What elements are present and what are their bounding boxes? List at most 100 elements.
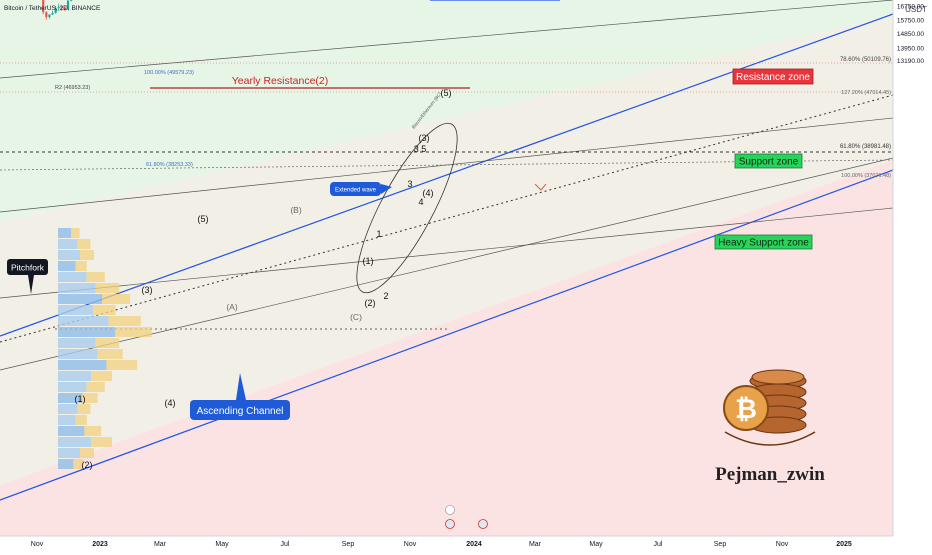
candle-body — [60, 6, 63, 8]
volume-profile-bar — [58, 349, 98, 359]
fib-top-label: 78.60% (50109.76) — [840, 57, 891, 63]
volume-profile-bar — [91, 371, 112, 381]
heavy-support-zone-label: Heavy Support zone — [718, 238, 809, 249]
wave-label-w2_left: (2) — [82, 460, 93, 470]
volume-profile-bar — [58, 272, 87, 282]
time-tick-label: Jul — [281, 541, 290, 548]
wave-label-wC: (C) — [350, 312, 362, 322]
volume-profile-bar — [75, 261, 87, 271]
lower-band — [0, 160, 893, 536]
middle-channel-band — [0, 15, 893, 485]
pitchfork-callout-box — [7, 259, 48, 275]
time-tick-label: Mar — [154, 541, 167, 548]
price-tick-label: 15750.00 — [897, 18, 924, 25]
wave-label-w3: (3) — [419, 133, 430, 143]
coin-stack-logo: ₿ — [723, 369, 816, 446]
candle-body — [66, 0, 70, 10]
volume-profile-bar — [86, 272, 105, 282]
pitchfork-mid-line — [0, 117, 894, 213]
upper-channel-band — [0, 0, 893, 222]
wave-label-w4_paren: (4) — [423, 188, 434, 198]
volume-profile-bar — [95, 283, 120, 293]
pitchfork-top-line — [0, 0, 894, 79]
pitchfork-low-line — [0, 207, 894, 299]
wave-label-w1_left: (1) — [75, 394, 86, 404]
price-tick-label: 13190.00 — [897, 58, 924, 65]
bitcoin-coin — [723, 385, 769, 431]
volume-profile-bar — [71, 228, 80, 238]
wave-label-w2: (2) — [365, 298, 376, 308]
volume-profile-bar — [58, 415, 76, 425]
logo-swoosh — [724, 431, 816, 446]
extended-wave-callout-pointer — [381, 184, 392, 194]
time-tick-label: Mar — [529, 541, 542, 548]
extended-wave-callout-label: Extended wave — [335, 188, 377, 194]
volume-profile-bar — [73, 459, 84, 469]
volume-profile-bar — [58, 283, 96, 293]
time-tick-label: Jul — [654, 541, 663, 548]
yearly-resistance-label: Yearly Resistance(2) — [232, 75, 329, 87]
candle-body — [57, 6, 60, 8]
volume-profile-bar — [58, 404, 78, 414]
volume-profile-bar — [58, 239, 78, 249]
extended-wave-callout-box — [330, 182, 381, 196]
time-tick-label: Sep — [714, 541, 727, 548]
wave-label-w1: (1) — [363, 256, 374, 266]
volume-profile-bar — [58, 371, 91, 381]
volume-profile-bar — [108, 316, 141, 326]
volume-profile-bar — [97, 349, 123, 359]
candle-body — [54, 7, 57, 14]
candle-body — [63, 7, 66, 10]
ascending-channel-callout-pointer — [236, 373, 246, 400]
time-tick-label: Nov — [31, 541, 44, 548]
volume-profile-bar — [58, 382, 87, 392]
wave-label-n1: 1 — [376, 229, 381, 239]
wave-label-w3_left: (3) — [142, 285, 153, 295]
ascending-channel-callout-label: Ascending Channel — [197, 406, 284, 417]
fib-r2-label: R2 (46953.23) — [55, 85, 90, 91]
wave-label-n2: 2 — [383, 291, 388, 301]
volume-profile-bar — [82, 393, 98, 403]
ascending-channel-callout-box — [190, 400, 290, 420]
candle-body — [45, 12, 48, 18]
wave-label-n35: 3 5 — [414, 144, 427, 154]
candle-body — [48, 14, 51, 18]
price-tick-label: 16750.00 — [897, 4, 924, 11]
volume-profile-bar — [77, 404, 91, 414]
volume-profile-bar — [77, 239, 91, 249]
watermark-label: Pejman_zwin — [715, 464, 825, 485]
flag-icon — [445, 519, 455, 529]
volume-profile-bar — [115, 327, 152, 337]
volume-profile-bar — [86, 382, 105, 392]
time-tick-label: Nov — [776, 541, 789, 548]
wave-label-wB: (B) — [290, 205, 302, 215]
volume-profile-bar — [106, 360, 138, 370]
volume-profile-bar — [58, 338, 96, 348]
channel-lower-line — [0, 169, 894, 501]
volume-profile-bar — [58, 261, 76, 271]
volume-profile-bar — [75, 415, 87, 425]
fib-upper-left-label: 100.00% (49579.23) — [144, 70, 194, 76]
channel-upper-line — [0, 13, 894, 337]
time-tick-label: Nov — [404, 541, 417, 548]
wave-label-n4: 4 — [418, 197, 423, 207]
wave-label-n3: 3 — [407, 179, 412, 189]
volume-profile-bar — [91, 437, 112, 447]
resistance-zone-box — [732, 68, 814, 85]
candle-body — [51, 13, 54, 15]
support-zone-box — [734, 153, 803, 169]
time-tick-label: 2024 — [466, 541, 482, 548]
fib-618-left-label: 61.80% (38253.33) — [146, 162, 193, 168]
time-tick-label: 2023 — [92, 541, 108, 548]
volume-profile-bar — [58, 393, 83, 403]
volume-profile-bar — [80, 250, 94, 260]
volume-profile-bar — [80, 448, 94, 458]
volume-profile-bar — [58, 426, 85, 436]
time-tick-label: May — [589, 541, 603, 548]
symbol-title: Bitcoin / TetherUS, 2D, BINANCE — [4, 5, 101, 12]
fib-100-right-label: 100.00% (37071.48) — [841, 173, 891, 179]
volume-profile-bar — [58, 250, 80, 260]
volume-profile-bar — [95, 338, 120, 348]
volume-profile-bar — [102, 294, 130, 304]
